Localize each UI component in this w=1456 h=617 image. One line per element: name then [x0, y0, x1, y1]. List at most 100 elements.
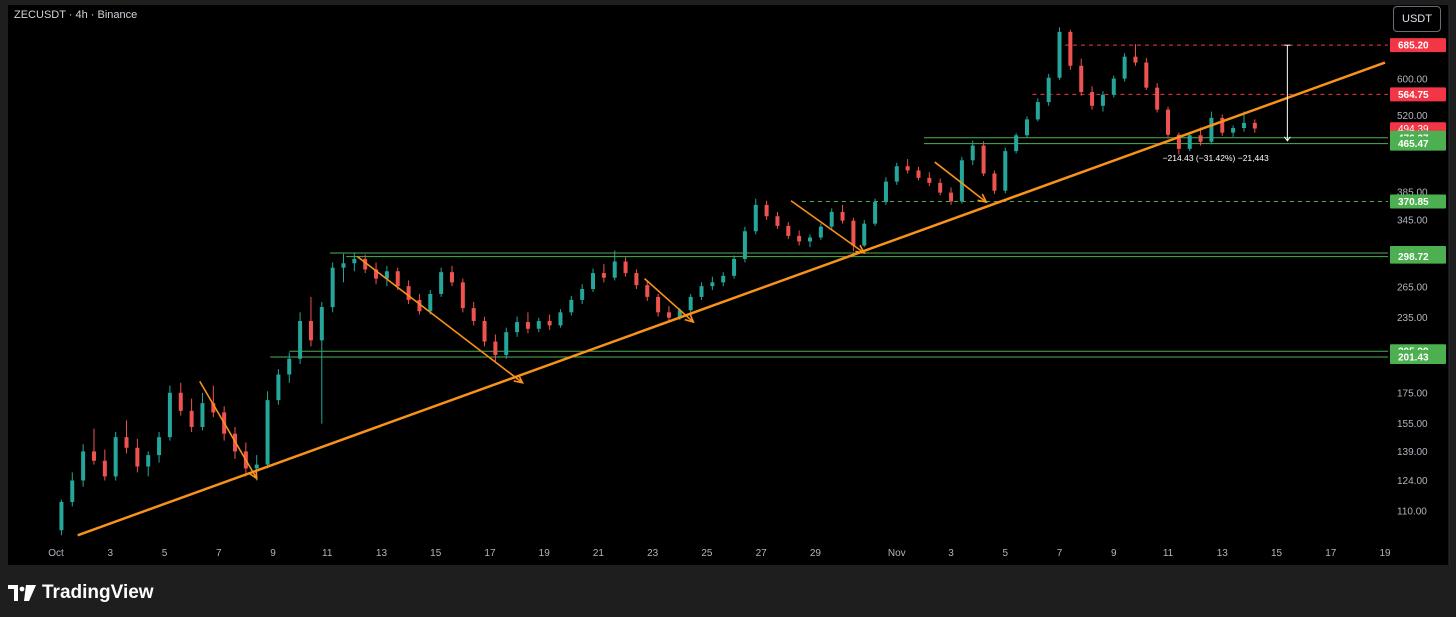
candle-body [699, 286, 704, 297]
candle-body [1155, 87, 1160, 110]
pullback-arrow [644, 277, 695, 324]
price-tag-label-298.72: 298.72 [1398, 252, 1429, 263]
candle [59, 499, 64, 536]
y-tick-label: 124.00 [1397, 476, 1428, 487]
candle-body [287, 358, 292, 375]
candle-body [515, 322, 520, 333]
candle [1079, 58, 1084, 96]
candle-body [265, 400, 270, 465]
y-tick-label: 600.00 [1397, 75, 1428, 86]
y-tick-label: 385.00 [1397, 187, 1428, 198]
candle [287, 352, 292, 383]
candle [612, 250, 617, 281]
x-tick-label: Oct [48, 548, 64, 559]
candle [70, 472, 75, 507]
x-tick-label: 19 [1379, 548, 1391, 559]
price-tag-label-201.43: 201.43 [1398, 352, 1429, 363]
candle-body [818, 226, 823, 238]
price-tag-201.43 [1390, 349, 1446, 364]
candle [146, 451, 151, 477]
candle [460, 278, 465, 313]
candle [482, 316, 487, 347]
candle-body [1079, 65, 1084, 93]
x-tick-label: 17 [484, 548, 496, 559]
candle-body [742, 231, 747, 259]
candle [981, 141, 986, 176]
candle [558, 309, 563, 328]
arrow-shaft [934, 161, 987, 203]
candle [493, 334, 498, 362]
candle-body [439, 272, 444, 294]
candle-body [1122, 56, 1127, 79]
candle [178, 382, 183, 416]
candle-body [482, 320, 487, 342]
x-tick-label: 15 [1271, 548, 1283, 559]
x-tick-label: 11 [1163, 548, 1174, 559]
candle [569, 295, 574, 316]
candle [580, 284, 585, 304]
candle [1166, 106, 1171, 139]
x-tick-label: 15 [430, 548, 442, 559]
candle-body [883, 181, 888, 203]
candle [764, 200, 769, 220]
candle [81, 444, 86, 487]
candle-body [710, 282, 715, 287]
tradingview-brand[interactable]: TradingView [8, 582, 154, 604]
candle [970, 140, 975, 166]
candle [927, 172, 932, 187]
candle-body [374, 269, 379, 279]
candle-body [1100, 94, 1105, 106]
brand-name: TradingView [42, 582, 154, 603]
candle [786, 222, 791, 240]
candle-body [460, 282, 465, 309]
plot-area [59, 27, 1388, 537]
candle-body [189, 410, 194, 427]
x-tick-label: 17 [1325, 548, 1337, 559]
x-tick-label: 7 [216, 548, 222, 559]
candle-body [493, 341, 498, 355]
y-tick-label: 155.00 [1397, 419, 1428, 430]
candle [1014, 133, 1019, 154]
candle-body [612, 261, 617, 278]
candle-body [873, 202, 878, 224]
candle-body [536, 320, 541, 329]
pullback-arrow [934, 161, 988, 204]
candle-body [70, 480, 75, 502]
candle-body [1133, 56, 1138, 63]
candle-body [1220, 117, 1225, 133]
x-tick-label: Nov [888, 548, 906, 559]
price-tag-label-685.20: 685.20 [1398, 41, 1429, 52]
candle-body [829, 211, 834, 227]
candle [1209, 111, 1214, 145]
candle-body [157, 437, 162, 456]
candle [601, 264, 606, 283]
candle-body [178, 392, 183, 411]
candle [157, 432, 162, 463]
candle [666, 306, 671, 321]
arrow-shaft [790, 200, 865, 254]
candle [449, 265, 454, 287]
measure-label: −214.43 (−31.42%) −21,443 [1163, 153, 1269, 163]
candle [1111, 75, 1116, 98]
pullback-arrow [199, 380, 258, 481]
candle-body [601, 273, 606, 278]
candle [959, 156, 964, 204]
candle [428, 289, 433, 315]
candle-body [905, 166, 910, 171]
candle-body [677, 310, 682, 318]
candle-body [81, 451, 86, 481]
candle-body [970, 145, 975, 161]
candle-body [569, 299, 574, 313]
last-price-label: 494.39 [1398, 124, 1429, 135]
candle-body [471, 308, 476, 321]
candle-body [927, 177, 932, 183]
x-tick-label: 5 [162, 548, 168, 559]
x-tick-label: 3 [107, 548, 113, 559]
candle-body [298, 320, 303, 359]
x-tick-label: 29 [810, 548, 822, 559]
candle-body [200, 403, 205, 427]
currency-button[interactable]: USDT [1393, 6, 1441, 32]
trendline [77, 61, 1386, 537]
